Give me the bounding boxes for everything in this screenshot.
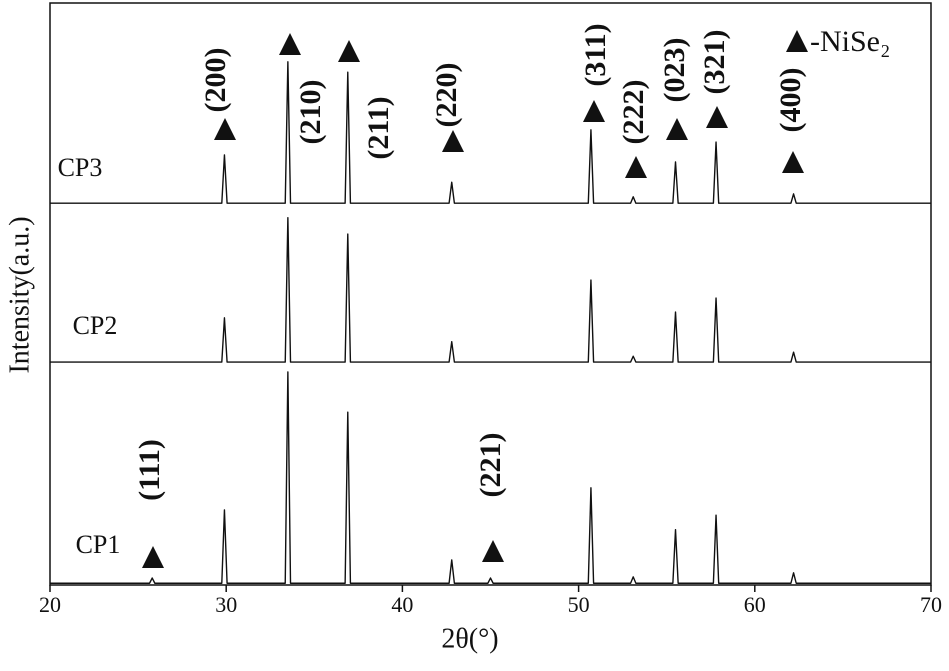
peak-label: (311) bbox=[579, 23, 612, 86]
peak-label: (321) bbox=[698, 30, 731, 95]
peak-label: (220) bbox=[430, 63, 463, 128]
peak-marker bbox=[142, 546, 164, 568]
peak-marker bbox=[279, 33, 301, 55]
peak-label: (210) bbox=[294, 80, 327, 145]
peak-marker bbox=[666, 118, 688, 140]
series-label: CP2 bbox=[73, 311, 118, 340]
series-label: CP1 bbox=[76, 530, 121, 559]
peak-label: (211) bbox=[362, 96, 395, 159]
y-axis-title: Intensity(a.u.) bbox=[4, 216, 35, 373]
x-axis-title: 2θ(°) bbox=[441, 623, 498, 654]
peak-marker bbox=[706, 106, 728, 128]
x-tick-label: 70 bbox=[920, 592, 942, 617]
xrd-pattern bbox=[50, 61, 931, 204]
peak-marker bbox=[625, 156, 647, 178]
xrd-pattern bbox=[50, 217, 931, 363]
x-tick-label: 20 bbox=[39, 592, 61, 617]
xrd-pattern bbox=[50, 371, 931, 584]
peak-label: (221) bbox=[474, 433, 507, 498]
series-label: CP3 bbox=[58, 153, 103, 182]
peak-label: (023) bbox=[658, 38, 691, 103]
x-tick-label: 50 bbox=[568, 592, 590, 617]
peak-marker bbox=[782, 151, 804, 173]
x-tick-label: 60 bbox=[744, 592, 766, 617]
peak-marker bbox=[338, 40, 360, 62]
peak-label: (111) bbox=[133, 439, 166, 501]
plot-frame bbox=[49, 2, 932, 586]
peak-label: (400) bbox=[774, 68, 807, 133]
peak-marker bbox=[214, 118, 236, 140]
x-tick-label: 40 bbox=[391, 592, 413, 617]
peak-label: (222) bbox=[617, 80, 650, 145]
peak-marker bbox=[482, 540, 504, 562]
peak-marker bbox=[583, 100, 605, 122]
legend-marker bbox=[786, 30, 808, 52]
peak-marker bbox=[442, 130, 464, 152]
legend-label: -NiSe₂ bbox=[810, 25, 890, 58]
peak-label: (200) bbox=[199, 48, 232, 113]
x-tick-label: 30 bbox=[215, 592, 237, 617]
